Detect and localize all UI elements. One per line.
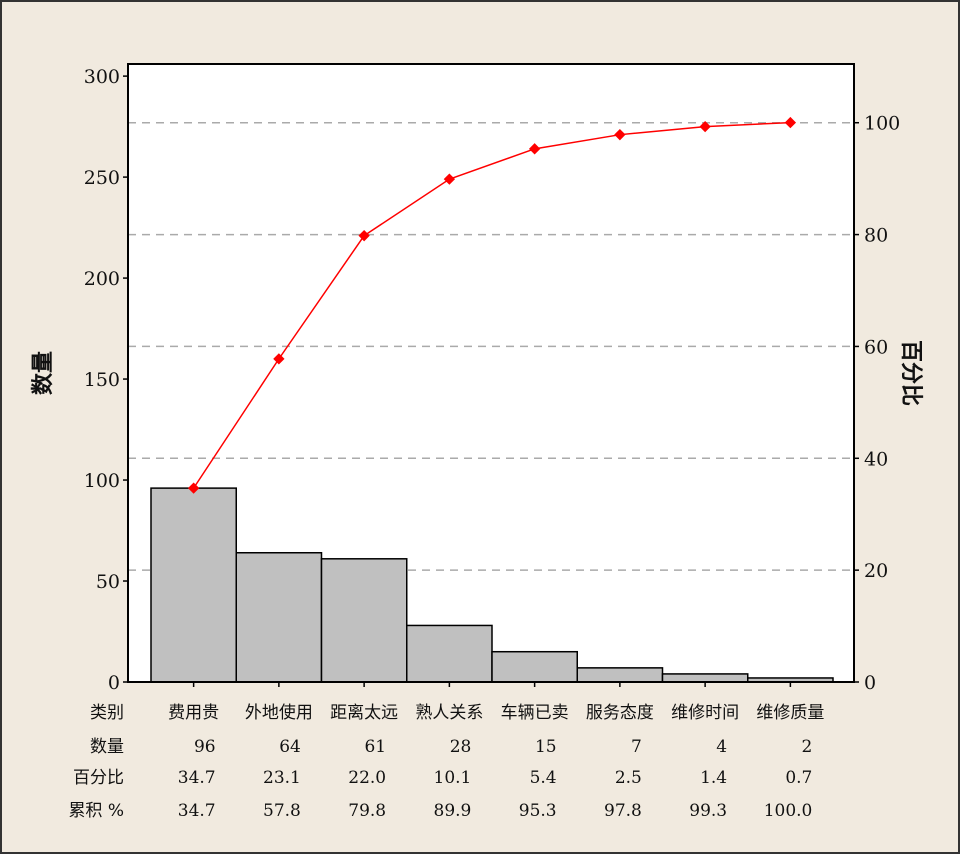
y-axis-title: 数量 — [30, 351, 56, 395]
count-value: 7 — [631, 737, 642, 757]
category-label: 外地使用 — [245, 702, 313, 723]
plot-frame — [127, 63, 855, 683]
y2-tick-label: 100 — [864, 113, 900, 135]
percent-value: 23.1 — [263, 768, 301, 788]
table-row-label: 数量 — [90, 737, 124, 757]
y2-tick-label: 0 — [864, 672, 876, 694]
category-label: 熟人关系 — [415, 702, 483, 723]
y2-tick-label: 60 — [864, 336, 888, 358]
category-label: 车辆已卖 — [501, 703, 569, 723]
percent-value: 1.4 — [700, 768, 727, 788]
cumulative-value: 100.0 — [764, 801, 813, 821]
cumulative-point — [358, 230, 370, 242]
count-value: 15 — [535, 737, 557, 757]
y2-tick-label: 80 — [864, 225, 888, 247]
cumulative-point — [528, 143, 541, 155]
count-value: 61 — [364, 737, 386, 757]
cumulative-point — [443, 173, 456, 185]
cumulative-value: 34.7 — [178, 801, 216, 821]
category-label: 维修时间 — [671, 703, 739, 723]
count-value: 4 — [716, 737, 727, 757]
percent-value: 0.7 — [785, 768, 812, 788]
bar — [576, 667, 664, 683]
table-row-label: 累积 % — [68, 801, 124, 821]
count-value: 28 — [450, 737, 472, 757]
y2-axis-title: 百分比 — [898, 340, 923, 406]
percent-value: 22.0 — [348, 768, 386, 788]
y-tick-label: 300 — [84, 66, 120, 88]
percent-value: 10.1 — [434, 768, 472, 788]
cumulative-line — [192, 121, 791, 489]
count-value: 64 — [279, 737, 301, 757]
y-tick-label: 50 — [96, 571, 120, 593]
cumulative-value: 95.3 — [519, 801, 557, 821]
cumulative-point — [614, 129, 626, 141]
cumulative-value: 99.3 — [689, 801, 727, 821]
cumulative-value: 89.9 — [434, 801, 472, 821]
y-tick-label: 100 — [84, 470, 120, 492]
bar — [235, 551, 323, 683]
category-label: 服务态度 — [586, 703, 654, 723]
percent-value: 5.4 — [530, 768, 557, 788]
bar — [320, 558, 408, 683]
bar — [491, 650, 578, 683]
cumulative-value: 97.8 — [604, 801, 642, 821]
y2-tick-label: 40 — [864, 448, 888, 470]
cumulative-value: 57.8 — [263, 801, 301, 821]
table-row-label: 类别 — [90, 703, 124, 723]
cumulative-point — [187, 482, 200, 494]
cumulative-point — [273, 353, 285, 365]
category-label: 维修质量 — [756, 703, 824, 723]
count-value: 2 — [802, 737, 813, 757]
bar — [150, 487, 237, 683]
bar — [406, 624, 493, 683]
percent-value: 2.5 — [615, 768, 642, 788]
bar — [661, 673, 749, 683]
y2-tick-label: 20 — [864, 560, 888, 582]
cumulative-value: 79.8 — [348, 801, 386, 821]
category-label: 费用贵 — [168, 703, 219, 723]
y-tick-label: 150 — [84, 369, 120, 391]
y-tick-label: 200 — [84, 268, 120, 290]
y-tick-label: 0 — [108, 672, 120, 694]
y-tick-label: 250 — [84, 167, 120, 189]
table-row-label: 百分比 — [73, 768, 124, 788]
category-label: 距离太远 — [330, 703, 398, 723]
count-value: 96 — [194, 737, 216, 757]
percent-value: 34.7 — [178, 768, 216, 788]
